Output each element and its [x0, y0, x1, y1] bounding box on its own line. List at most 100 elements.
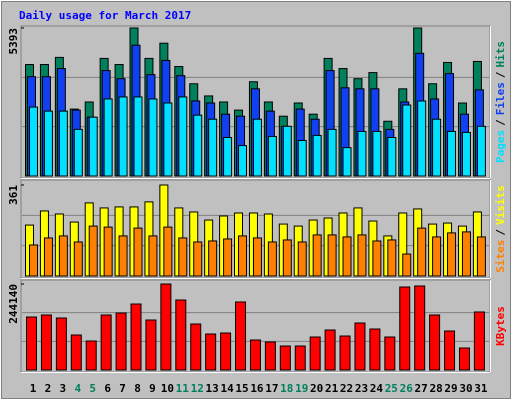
bar — [387, 136, 397, 177]
bar — [476, 125, 486, 177]
bar — [58, 110, 68, 177]
bar — [193, 241, 203, 277]
bar — [43, 237, 53, 277]
x-tick-label: 29 — [444, 382, 457, 395]
x-tick-label: 10 — [161, 382, 174, 395]
bar — [29, 244, 38, 277]
bar — [133, 96, 143, 177]
bar — [327, 128, 337, 177]
y-tick-label: 244140 — [7, 284, 20, 324]
bar — [175, 299, 187, 371]
bar — [220, 332, 232, 371]
bar — [249, 339, 261, 371]
bar — [208, 118, 218, 177]
legend-entry: Hits — [494, 41, 507, 68]
x-tick-label: 9 — [149, 382, 156, 395]
bar — [282, 239, 292, 277]
bar — [327, 234, 337, 277]
x-tick-label: 24 — [370, 382, 384, 395]
bar — [267, 135, 277, 177]
bar — [267, 241, 277, 277]
bar — [178, 237, 188, 277]
bar — [297, 140, 307, 177]
bar — [342, 147, 352, 177]
bar — [43, 110, 53, 177]
bar — [190, 323, 202, 371]
bar — [145, 319, 157, 371]
bar — [26, 316, 37, 371]
legend-separator: / — [494, 229, 507, 236]
bar — [103, 226, 113, 277]
x-tick-label: 12 — [191, 382, 204, 395]
legend-entry: Sites — [494, 240, 507, 273]
legend-separator: / — [494, 71, 507, 78]
bar — [473, 311, 485, 371]
bar — [223, 238, 233, 277]
bar — [458, 347, 470, 371]
bar — [402, 253, 412, 277]
bar — [414, 285, 426, 371]
bar — [399, 286, 411, 371]
bar — [148, 235, 158, 277]
bar — [100, 314, 112, 371]
bar — [417, 100, 427, 177]
legend-separator: / — [494, 119, 507, 126]
bar — [58, 235, 68, 277]
bar — [312, 134, 322, 177]
bar — [163, 102, 173, 177]
bar — [148, 98, 158, 177]
x-tick-label: 1 — [30, 382, 37, 395]
bar — [264, 341, 276, 371]
x-tick-label: 7 — [119, 382, 126, 395]
x-tick-label: 18 — [280, 382, 293, 395]
bar — [85, 340, 97, 371]
bar — [372, 130, 382, 177]
x-tick-label: 14 — [220, 382, 234, 395]
legend-entry: Pages — [494, 130, 507, 163]
bar — [447, 130, 457, 177]
x-tick-label: 2 — [45, 382, 52, 395]
x-tick-label: 20 — [310, 382, 323, 395]
bar — [238, 235, 248, 277]
bar — [88, 225, 98, 277]
bar — [432, 118, 442, 177]
x-tick-label: 3 — [60, 382, 67, 395]
legend: Sites / Visits — [494, 185, 507, 273]
bar — [384, 336, 396, 371]
bar — [279, 345, 291, 371]
x-tick-label: 25 — [385, 382, 398, 395]
bar — [357, 130, 367, 177]
bar — [118, 96, 128, 177]
x-tick-label: 30 — [459, 382, 472, 395]
bar — [55, 317, 67, 371]
x-tick-label: 16 — [250, 382, 264, 395]
bar — [387, 239, 397, 277]
legend-entry: KBytes — [494, 306, 507, 346]
bar — [163, 226, 173, 277]
x-tick-label: 5 — [89, 382, 96, 395]
bar — [115, 312, 127, 371]
x-tick-label: 8 — [134, 382, 141, 395]
x-tick-label: 15 — [235, 382, 248, 395]
bar — [252, 237, 262, 277]
bar — [461, 131, 471, 177]
legend: KBytes — [494, 306, 507, 346]
x-tick-label: 31 — [474, 382, 488, 395]
x-tick-label: 4 — [74, 382, 81, 395]
bar — [40, 314, 52, 371]
x-tick-label: 21 — [325, 382, 339, 395]
bar — [357, 234, 367, 277]
bar — [432, 236, 442, 277]
bar — [339, 335, 351, 371]
bar — [73, 241, 83, 277]
x-tick-label: 27 — [415, 382, 428, 395]
bar — [417, 227, 427, 277]
y-tick-label: 361 — [7, 185, 20, 205]
bar — [208, 240, 218, 277]
title: Daily usage for March 2017 — [19, 9, 191, 22]
x-tick-label: 13 — [206, 382, 219, 395]
bar — [476, 236, 486, 277]
bar — [103, 98, 113, 177]
bar — [133, 227, 143, 277]
